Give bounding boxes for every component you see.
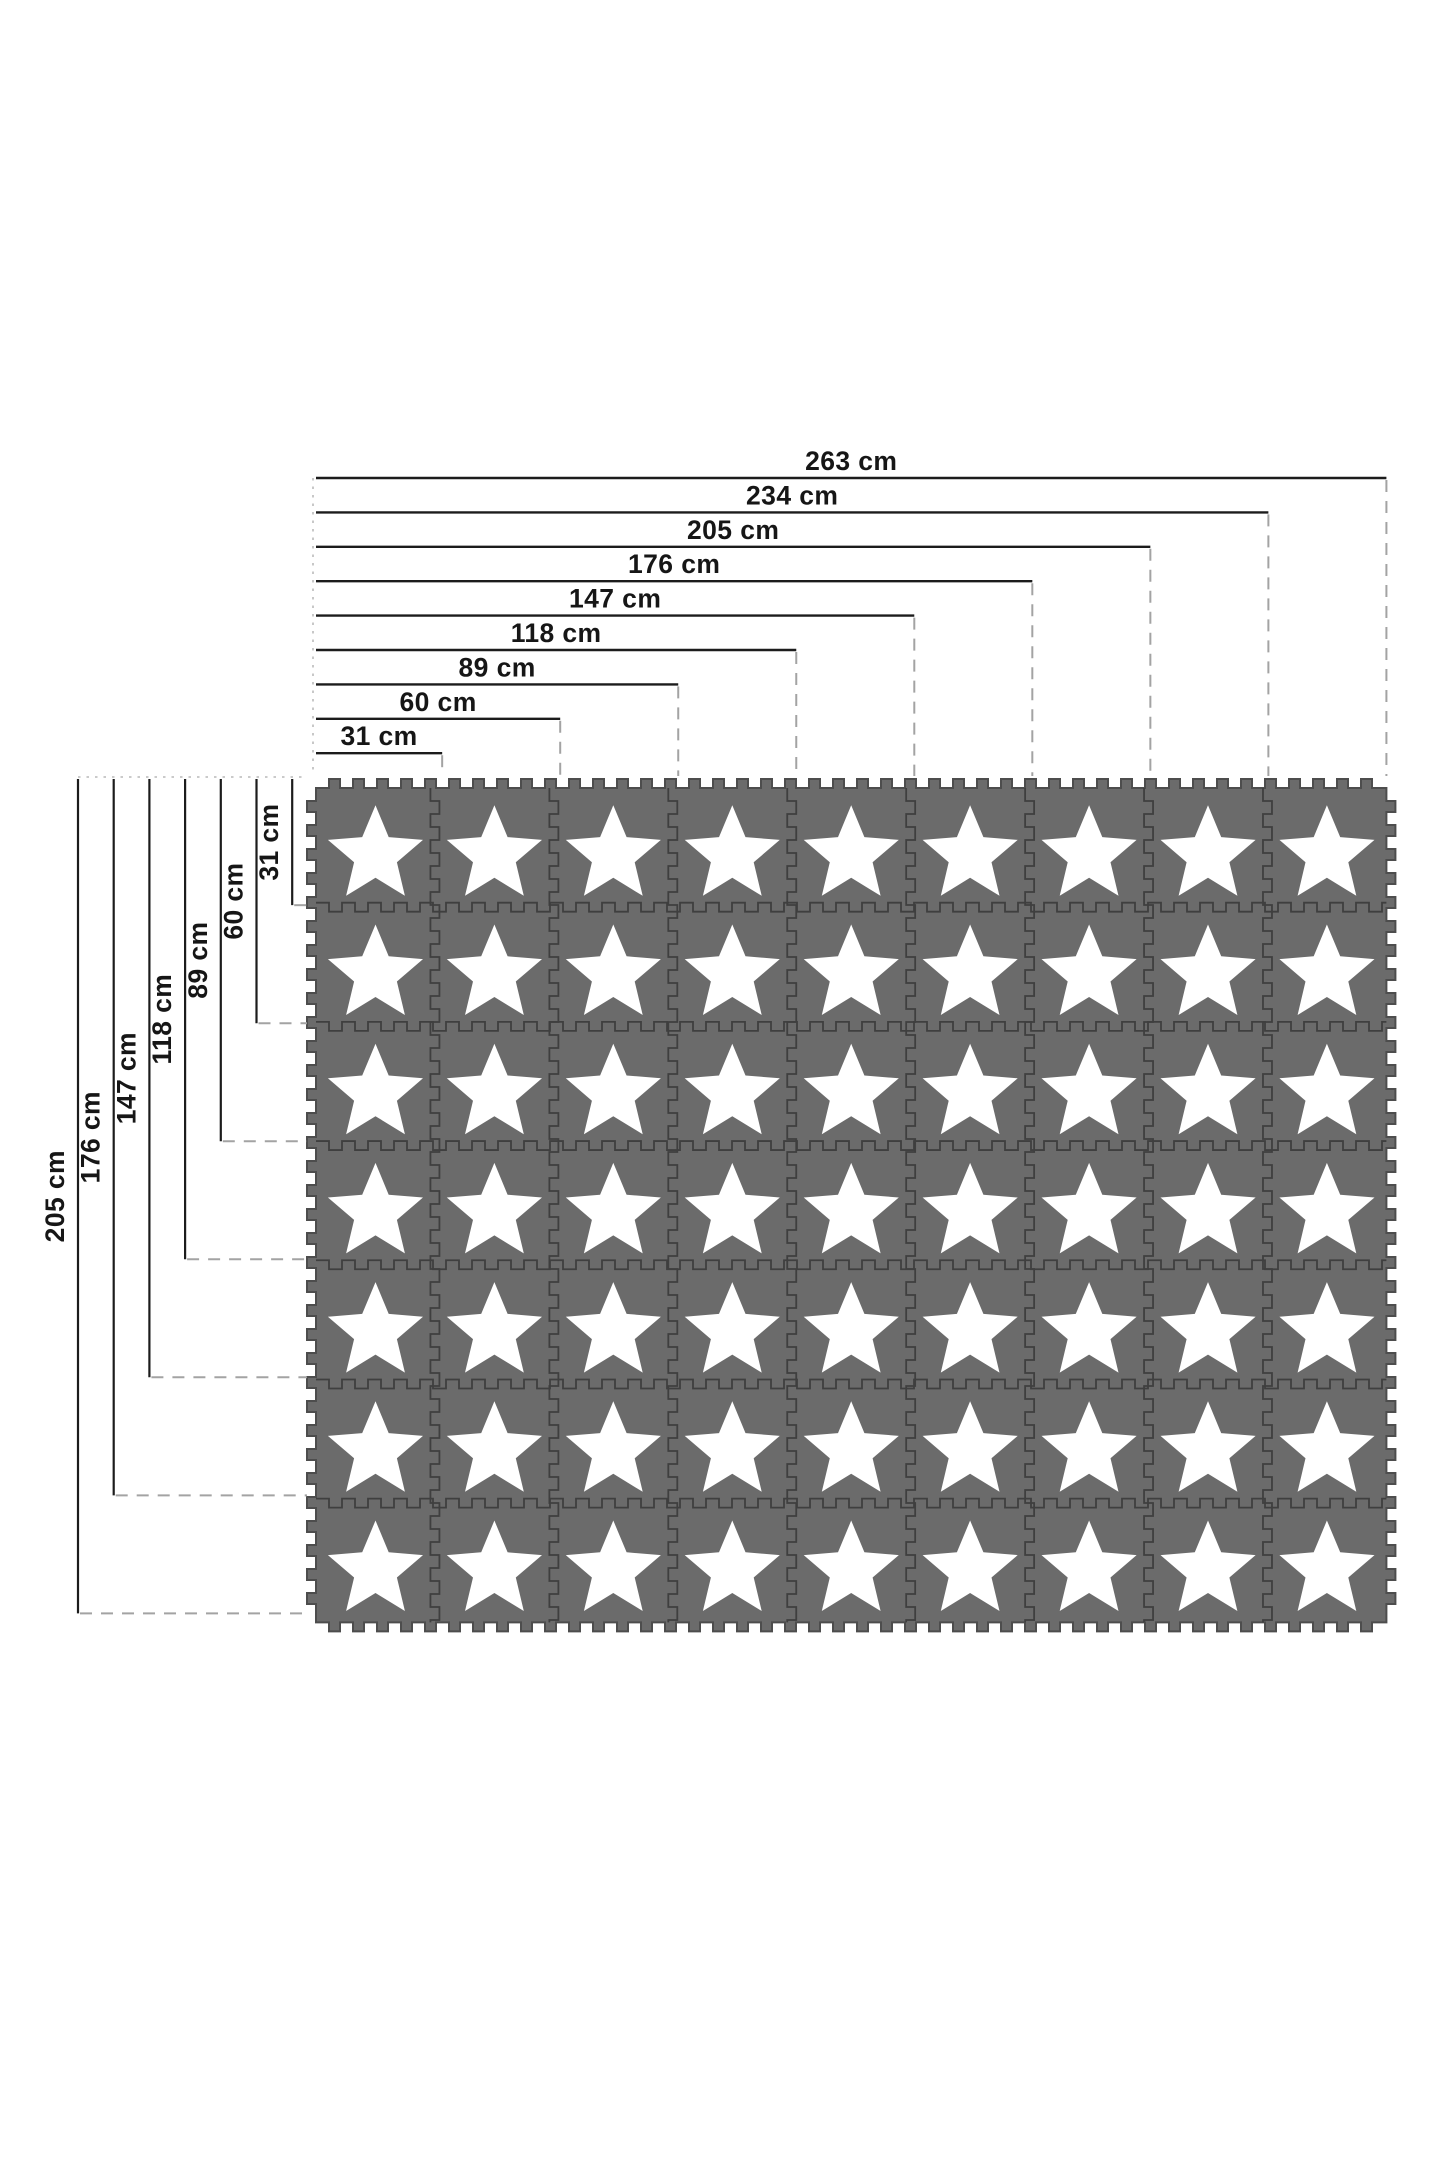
top-dimension-label: 31 cm — [341, 721, 418, 751]
star-icon — [803, 1401, 899, 1492]
star-icon — [803, 1043, 899, 1135]
star-icon — [803, 1162, 899, 1254]
top-dimension-label: 205 cm — [687, 515, 779, 545]
star-icon — [1160, 1162, 1256, 1254]
star-icon — [1160, 805, 1256, 896]
star-icon — [565, 805, 661, 896]
left-dimension-label: 89 cm — [183, 922, 213, 999]
star-icon — [1041, 1520, 1137, 1611]
star-icon — [446, 1401, 542, 1492]
tile-seam-vertical — [1143, 788, 1154, 1623]
top-dimension-label: 176 cm — [628, 549, 720, 579]
tile-seam-horizontal — [316, 901, 1387, 913]
left-dimension-label: 60 cm — [219, 863, 249, 940]
star-icon — [684, 1043, 780, 1135]
star-icon — [327, 924, 423, 1015]
star-icon — [1279, 1043, 1375, 1135]
star-icon — [1279, 805, 1375, 896]
star-icon — [327, 1282, 423, 1373]
star-icon — [327, 1520, 423, 1611]
star-icon — [1041, 924, 1137, 1015]
star-icon — [922, 1043, 1018, 1135]
star-icon — [565, 1282, 661, 1373]
star-icon — [565, 1162, 661, 1254]
star-icon — [446, 805, 542, 896]
star-icon — [684, 1520, 780, 1611]
tile-seam-vertical — [905, 788, 917, 1623]
tile-seam-vertical — [548, 788, 560, 1623]
star-icon — [1041, 1282, 1137, 1373]
top-dimension-ruler: 263 cm 234 cm 205 cm 176 cm 147 cm 118 cm 89 c… — [316, 446, 1388, 776]
tile-seam-horizontal — [316, 1020, 1387, 1032]
tile-seam-horizontal — [316, 1497, 1387, 1509]
star-icon — [922, 1401, 1018, 1492]
star-icon — [922, 1282, 1018, 1373]
star-icon — [922, 924, 1018, 1015]
star-icon — [803, 1520, 899, 1611]
star-icon — [1279, 1520, 1375, 1611]
star-icon — [327, 805, 423, 896]
tile-seam-horizontal — [316, 1378, 1387, 1390]
star-icon — [1279, 1162, 1375, 1254]
star-icon — [922, 1520, 1018, 1611]
star-icon — [327, 1401, 423, 1492]
tile-seam-horizontal — [316, 1259, 1387, 1271]
star-icon — [684, 1162, 780, 1254]
star-icon — [1041, 1162, 1137, 1254]
play-mat — [306, 778, 1397, 1633]
star-icon — [446, 1162, 542, 1254]
star-icon — [684, 1282, 780, 1373]
tile-seam-vertical — [667, 788, 679, 1623]
tile-seam-horizontal — [316, 1140, 1387, 1151]
left-dimension-label: 31 cm — [254, 804, 284, 881]
tile-seam-vertical — [786, 788, 798, 1623]
star-icon — [803, 1282, 899, 1373]
star-icon — [1160, 1282, 1256, 1373]
star-icon — [1041, 1043, 1137, 1135]
star-icon — [1160, 1401, 1256, 1492]
star-icon — [327, 1162, 423, 1254]
star-icon — [803, 924, 899, 1015]
star-icon — [446, 924, 542, 1015]
star-icon — [565, 1043, 661, 1135]
star-icon — [684, 805, 780, 896]
star-icon — [1160, 1043, 1256, 1135]
star-icon — [565, 1520, 661, 1611]
star-icon — [327, 1043, 423, 1135]
top-dimension-label: 60 cm — [400, 687, 477, 717]
tile-seam-vertical — [1024, 788, 1036, 1623]
star-icon — [684, 1401, 780, 1492]
star-icon — [1160, 924, 1256, 1015]
top-dimension-label: 234 cm — [746, 480, 838, 510]
star-icon — [446, 1520, 542, 1611]
top-dimension-label: 147 cm — [569, 584, 661, 614]
star-icon — [922, 1162, 1018, 1254]
star-icon — [565, 1401, 661, 1492]
star-icon — [446, 1043, 542, 1135]
star-icon — [1279, 1401, 1375, 1492]
left-dimension-label: 176 cm — [76, 1091, 106, 1183]
star-icon — [1160, 1520, 1256, 1611]
star-icon — [803, 805, 899, 896]
top-dimension-label: 263 cm — [805, 446, 897, 476]
star-icon — [1279, 924, 1375, 1015]
star-icon — [1279, 1282, 1375, 1373]
star-icon — [684, 924, 780, 1015]
left-dimension-label: 118 cm — [147, 974, 177, 1065]
tile-seam-vertical — [1262, 788, 1273, 1623]
star-icon — [446, 1282, 542, 1373]
tile-seam-vertical — [429, 788, 441, 1623]
top-dimension-label: 89 cm — [459, 652, 536, 682]
star-icon — [565, 924, 661, 1015]
star-icon — [922, 805, 1018, 896]
left-dimension-label: 205 cm — [40, 1150, 70, 1242]
left-dimension-label: 147 cm — [111, 1032, 141, 1124]
top-dimension-label: 118 cm — [511, 618, 602, 648]
guide-lines — [78, 478, 314, 778]
star-icon — [1041, 805, 1137, 896]
star-icon — [1041, 1401, 1137, 1492]
